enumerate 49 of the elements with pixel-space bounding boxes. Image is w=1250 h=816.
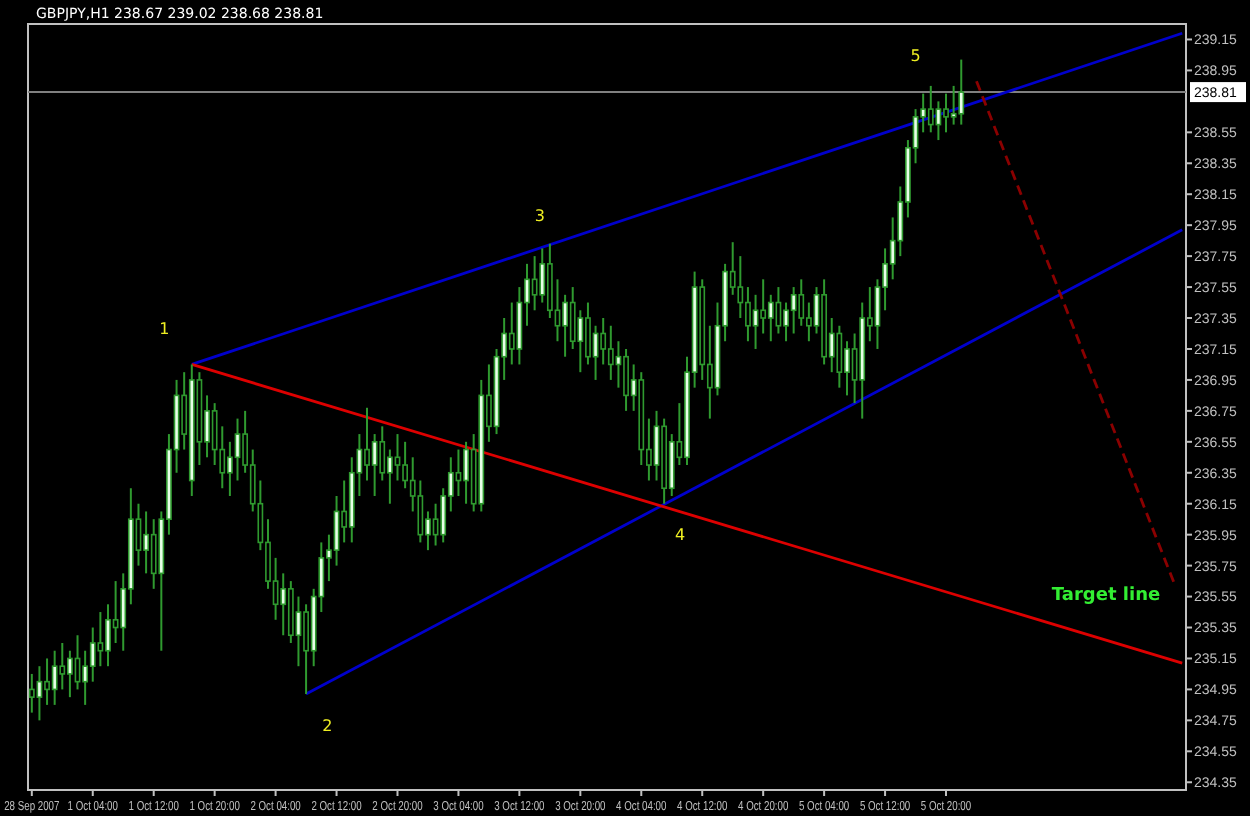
candlestick [97, 611, 104, 668]
candlestick [516, 286, 523, 366]
candlestick [844, 340, 850, 397]
candlestick [280, 572, 287, 637]
candlestick [44, 657, 50, 706]
candlestick [105, 603, 111, 668]
candlestick [364, 406, 370, 482]
candlestick [623, 347, 629, 412]
candlestick [539, 247, 546, 304]
candlestick [767, 293, 774, 343]
candlestick [82, 649, 89, 706]
candlestick [577, 309, 584, 374]
candlestick [607, 324, 614, 381]
candlestick [805, 301, 812, 343]
candlestick [402, 440, 409, 490]
candlestick [371, 433, 378, 497]
candlestick [508, 301, 515, 366]
candlestick [927, 84, 934, 134]
candlestick [303, 603, 309, 696]
candlestick [226, 440, 233, 497]
candlestick [600, 317, 607, 366]
annotation: Target line [1051, 585, 1161, 606]
candlestick [836, 324, 843, 389]
annotation: 4 [675, 526, 686, 545]
candlestick [798, 278, 805, 327]
candlestick [958, 58, 965, 126]
candlestick [760, 278, 767, 335]
candlestick [28, 672, 35, 714]
candlestick [943, 92, 949, 134]
candlestick [585, 301, 591, 366]
candlestick [463, 440, 469, 505]
annotation: 1 [159, 320, 170, 339]
candlestick [341, 479, 348, 544]
candlestick [783, 301, 789, 343]
candlestick [51, 649, 58, 706]
candlestick [562, 293, 568, 358]
candlestick [59, 641, 66, 691]
annotation: 5 [910, 46, 921, 65]
candlestick [67, 649, 73, 699]
candlestick [531, 255, 538, 312]
candlestick [745, 286, 751, 343]
candlestick [150, 518, 157, 590]
candlestick [112, 580, 119, 644]
annotation: 3 [534, 207, 546, 226]
candlestick [143, 510, 149, 575]
annotation: 2 [322, 716, 333, 735]
candlestick [752, 293, 759, 350]
candlestick [394, 433, 401, 482]
candlestick [790, 286, 797, 335]
